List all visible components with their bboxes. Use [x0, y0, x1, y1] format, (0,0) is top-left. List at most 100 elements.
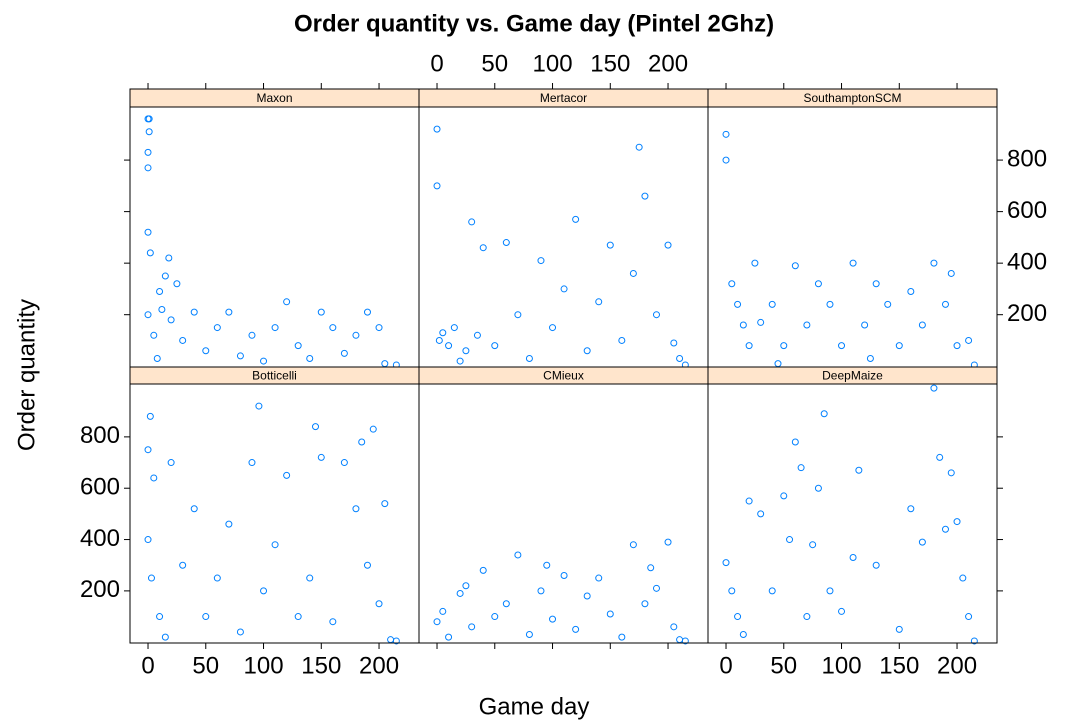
point	[381, 360, 389, 368]
point	[158, 306, 166, 314]
point	[786, 536, 794, 544]
point	[739, 321, 747, 329]
point	[537, 587, 545, 595]
point	[826, 587, 834, 595]
point	[872, 561, 880, 569]
x-tick-label: 100	[533, 50, 573, 77]
point	[248, 331, 256, 339]
point	[572, 625, 580, 633]
point	[260, 587, 268, 595]
point	[312, 423, 320, 431]
point	[872, 280, 880, 288]
point	[606, 241, 614, 249]
chart-title: Order quantity vs. Game day (Pintel 2Ghz…	[294, 10, 774, 37]
x-axis-label: Game day	[479, 693, 590, 720]
point	[468, 623, 476, 631]
point	[150, 331, 158, 339]
point	[381, 500, 389, 508]
point	[255, 402, 263, 410]
x-tick-label: 150	[879, 652, 919, 679]
point	[959, 574, 967, 582]
point	[213, 324, 221, 332]
point	[202, 613, 210, 621]
panel-frame	[418, 106, 709, 368]
y-tick-label: 200	[80, 576, 120, 603]
point	[734, 613, 742, 621]
point	[456, 589, 464, 597]
point	[392, 637, 400, 645]
point	[167, 316, 175, 324]
point	[433, 618, 441, 626]
y-tick-label: 800	[80, 422, 120, 449]
point	[190, 308, 198, 316]
point	[144, 536, 152, 544]
point	[352, 331, 360, 339]
point	[918, 321, 926, 329]
point	[294, 613, 302, 621]
point	[930, 259, 938, 267]
point	[514, 551, 522, 559]
point	[144, 164, 152, 172]
point	[147, 574, 155, 582]
point	[283, 298, 291, 306]
y-tick-label: 600	[80, 474, 120, 501]
x-tick-label: 0	[141, 652, 154, 679]
point	[774, 360, 782, 368]
point	[165, 254, 173, 262]
point	[780, 342, 788, 350]
point	[895, 625, 903, 633]
panel-title: Mertacor	[540, 91, 587, 105]
point	[728, 587, 736, 595]
point	[317, 453, 325, 461]
point	[502, 600, 510, 608]
x-tick-label: 50	[192, 652, 219, 679]
point	[838, 607, 846, 615]
y-tick-label: 600	[1007, 197, 1047, 224]
point	[953, 342, 961, 350]
point	[803, 613, 811, 621]
point	[161, 272, 169, 280]
point	[213, 574, 221, 582]
panel-title: SouthamptonSCM	[803, 91, 901, 105]
point	[595, 574, 603, 582]
point	[502, 239, 510, 247]
panel-title: Botticelli	[252, 369, 297, 383]
y-tick-label: 800	[1007, 145, 1047, 172]
point	[514, 311, 522, 319]
x-tick-label: 50	[770, 652, 797, 679]
point	[433, 125, 441, 133]
point	[930, 384, 938, 392]
point	[652, 584, 660, 592]
point	[375, 600, 383, 608]
point	[468, 218, 476, 226]
point	[635, 143, 643, 151]
point	[722, 130, 730, 138]
point	[491, 342, 499, 350]
point	[473, 331, 481, 339]
point	[236, 628, 244, 636]
x-tick-label: 200	[937, 652, 977, 679]
point	[953, 518, 961, 526]
panel-frame	[418, 383, 709, 644]
point	[907, 505, 915, 513]
point	[866, 354, 874, 362]
point	[145, 128, 153, 136]
point	[560, 571, 568, 579]
point	[340, 459, 348, 467]
point	[918, 538, 926, 546]
point	[167, 459, 175, 467]
x-tick-label: 100	[822, 652, 862, 679]
point	[768, 587, 776, 595]
point	[814, 280, 822, 288]
point	[670, 623, 678, 631]
point	[144, 446, 152, 454]
x-tick-label: 200	[359, 652, 399, 679]
point	[618, 336, 626, 344]
point	[317, 308, 325, 316]
point	[936, 453, 944, 461]
point	[435, 336, 443, 344]
x-tick-label: 50	[481, 50, 508, 77]
point	[797, 464, 805, 472]
point	[791, 438, 799, 446]
